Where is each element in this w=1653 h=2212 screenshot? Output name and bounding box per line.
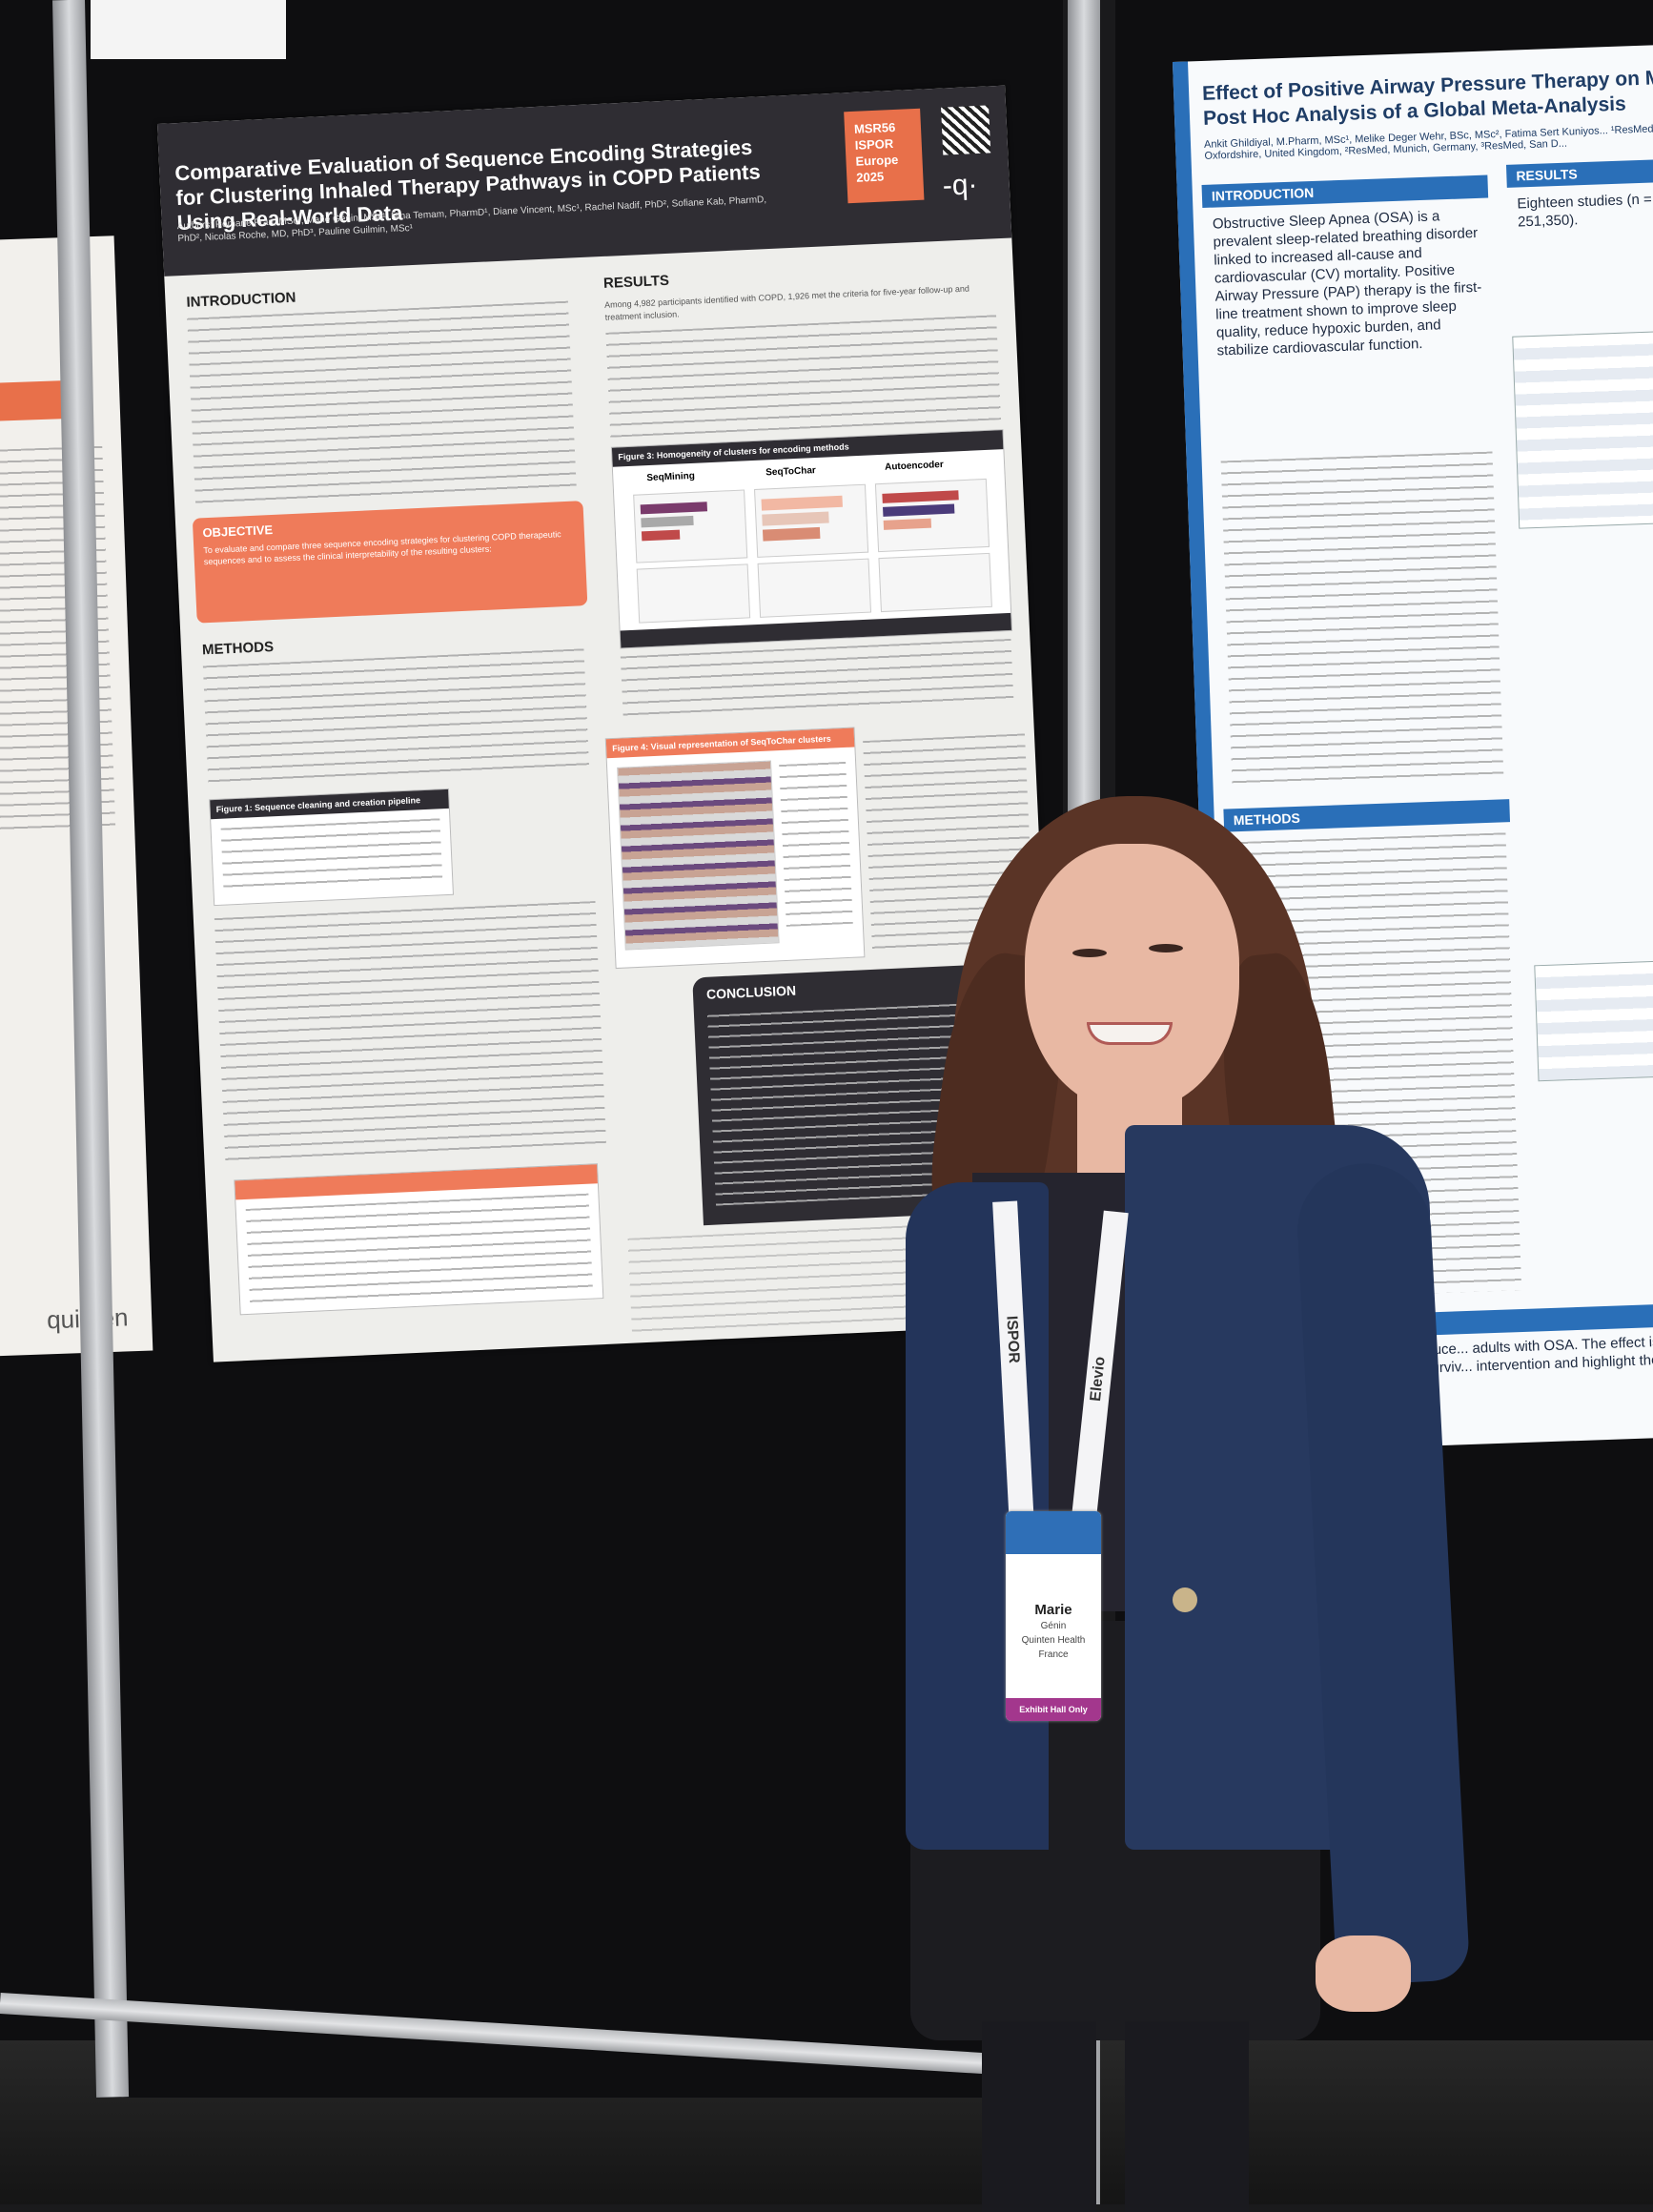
silhouette-plot-seqmining (633, 489, 748, 563)
top-card (91, 0, 286, 59)
right-introduction-heading: INTRODUCTION (1201, 174, 1489, 208)
right-results-heading: RESULTS (1505, 157, 1653, 188)
quinten-logo-icon: -q· (942, 169, 979, 202)
leg-right (1125, 2021, 1249, 2212)
smile (1087, 1022, 1173, 1045)
umap-plot-seqtochar (757, 558, 872, 618)
results-text (605, 315, 1001, 438)
figure-2-table (245, 1193, 593, 1304)
right-introduction-text: Obstructive Sleep Apnea (OSA) is a preva… (1212, 208, 1482, 359)
objective-box: OBJECTIVE To evaluate and compare three … (192, 501, 588, 624)
eye-right (1149, 944, 1183, 952)
silhouette-bar (883, 518, 932, 530)
conclusion-heading: CONCLUSION (705, 982, 797, 1002)
figure-4: Figure 4: Visual representation of SeqTo… (604, 727, 866, 970)
lanyard-text: ISPOR (1003, 1315, 1022, 1364)
silhouette-bar (882, 490, 959, 503)
badge-footer: Exhibit Hall Only (1006, 1698, 1101, 1721)
umap-plot-seqmining (636, 563, 751, 624)
badge-country: France (1038, 1649, 1069, 1660)
silhouette-bar (883, 503, 955, 517)
badge-surname: Génin (1040, 1621, 1067, 1631)
introduction-text (187, 300, 577, 504)
silhouette-bar (641, 515, 694, 528)
jacket-button (1173, 1587, 1197, 1612)
figure-1-title: Figure 1: Sequence cleaning and creation… (210, 789, 449, 820)
figure-3-title: Figure 3: Homogeneity of clusters for en… (611, 430, 1004, 467)
figure-1: Figure 1: Sequence cleaning and creation… (209, 788, 455, 907)
qr-code-icon (941, 105, 991, 155)
badge-name: Marie (1034, 1602, 1072, 1618)
figure-1-pipeline (220, 818, 443, 895)
right-forest-table (1534, 958, 1653, 1082)
silhouette-bar (762, 511, 829, 526)
lanyard-text: Elevio (1087, 1356, 1109, 1403)
method-label-seqmining: SeqMining (646, 470, 696, 484)
badge-banner (1006, 1511, 1101, 1554)
name-badge: Marie Génin Quinten Health France Exhibi… (1006, 1511, 1101, 1721)
objective-heading: OBJECTIVE (202, 522, 274, 541)
silhouette-bar (641, 529, 681, 542)
right-study-table (1512, 329, 1653, 529)
method-label-seqtochar: SeqToChar (765, 465, 817, 479)
results-clusters-text (620, 638, 1014, 724)
sequence-index-plots (617, 760, 780, 951)
figure-2 (234, 1163, 604, 1316)
umap-plot-autoencoder (878, 552, 992, 613)
right-poster-title: Effect of Positive Airway Pressure Thera… (1201, 66, 1653, 130)
silhouette-bar (762, 526, 821, 542)
right-methods-heading: METHODS (1223, 799, 1511, 832)
hand (1316, 1936, 1411, 2012)
right-results-text: Eighteen studies (n = 251,350). (1517, 191, 1652, 231)
introduction-heading: INTRODUCTION (186, 289, 296, 311)
badge-company: Quinten Health (1021, 1635, 1086, 1646)
face (1025, 844, 1239, 1111)
silhouette-bar (761, 495, 843, 511)
right-introduction-more (1220, 451, 1504, 786)
figure-4-title: Figure 4: Visual representation of SeqTo… (605, 727, 855, 772)
leg-left (982, 2021, 1096, 2212)
badge-year: 2025 (855, 169, 885, 185)
methods-text (202, 648, 590, 790)
methods-heading: METHODS (201, 639, 275, 659)
poster-session-badge: MSR56 ISPOR Europe 2025 (844, 108, 925, 204)
figure-3: Figure 3: Homogeneity of clusters for en… (610, 429, 1013, 649)
silhouette-plot-autoencoder (874, 478, 990, 553)
center-poster: Comparative Evaluation of Sequence Encod… (157, 85, 1062, 1362)
silhouette-bar (640, 502, 708, 515)
method-label-autoencoder: Autoencoder (884, 459, 944, 473)
methods-bullets (214, 900, 607, 1166)
silhouette-plot-seqtochar (754, 483, 869, 558)
figure-4-legend (779, 761, 853, 927)
eye-left (1072, 949, 1107, 957)
results-heading: RESULTS (602, 272, 670, 292)
